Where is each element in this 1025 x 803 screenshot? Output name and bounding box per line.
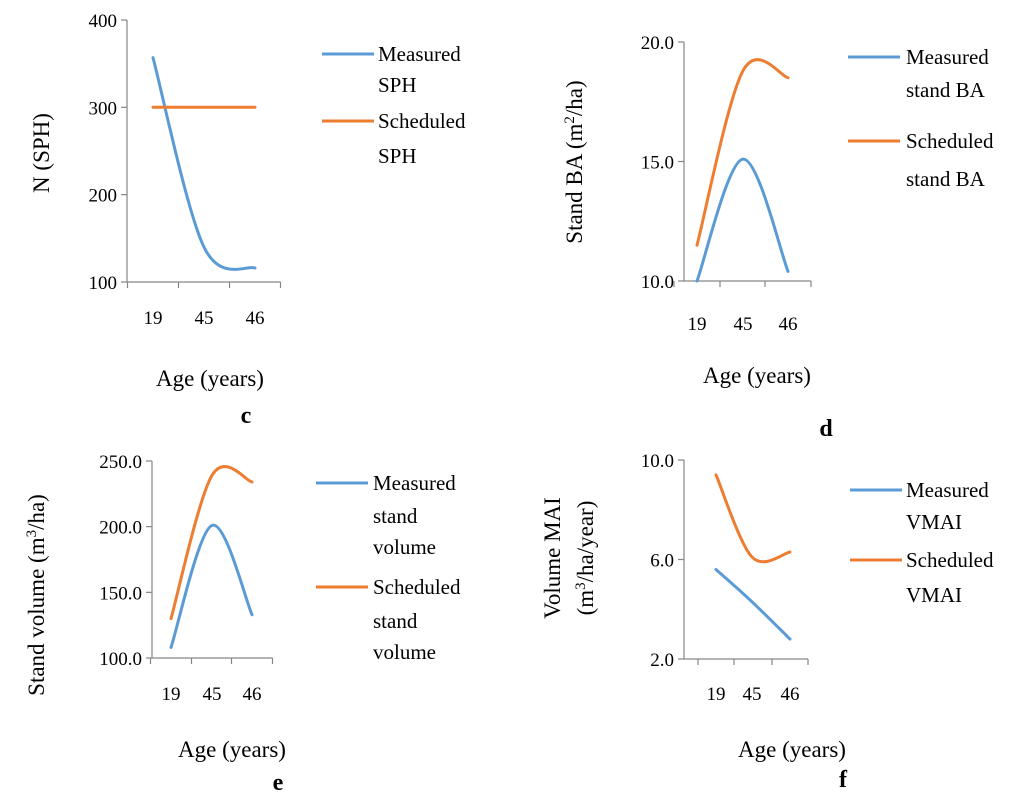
- series-line-1-0: [697, 159, 788, 281]
- y-tick-label-1-2: 20.0: [641, 33, 674, 54]
- panel-label-e: e: [273, 770, 284, 796]
- x-axis-title-3: Age (years): [738, 737, 846, 762]
- series-line-3-0: [716, 570, 790, 640]
- x-tick-label-3-2: 46: [781, 684, 800, 705]
- legend-label-3-0-0: Measured: [906, 478, 989, 502]
- y-tick-label-3-1: 6.0: [650, 551, 674, 572]
- legend-label-2-0-1: stand: [373, 504, 418, 528]
- y-axis-title-3-line-0: Volume MAI: [540, 497, 565, 619]
- y-axis-title-2: Stand volume (m3/ha): [24, 494, 49, 696]
- y-tick-label-0-3: 400: [89, 11, 118, 32]
- x-tick-label-0-1: 45: [195, 308, 214, 329]
- x-tick-label-0-2: 46: [246, 308, 265, 329]
- y-tick-label-1-1: 15.0: [641, 153, 674, 174]
- x-tick-label-1-1: 45: [734, 314, 753, 335]
- series-line-0-0: [153, 58, 255, 270]
- legend-label-1-0-0: Measured: [906, 45, 989, 69]
- legend-label-3-1-1: VMAI: [906, 583, 962, 607]
- legend-label-1-0-1: stand BA: [906, 78, 986, 102]
- y-tick-label-0-1: 200: [89, 186, 118, 207]
- y-tick-label-2-0: 100.0: [99, 649, 142, 670]
- y-tick-label-0-2: 300: [89, 98, 118, 119]
- y-tick-label-3-0: 2.0: [650, 650, 674, 671]
- legend-label-3-1-0: Scheduled: [906, 548, 994, 572]
- series-line-3-1: [716, 475, 790, 562]
- y-tick-label-1-0: 10.0: [641, 272, 674, 293]
- x-axis-title-2: Age (years): [178, 737, 286, 762]
- legend-label-2-1-1: stand: [373, 609, 418, 633]
- legend-label-0-0-1: SPH: [378, 73, 417, 97]
- legend-label-3-0-1: VMAI: [906, 510, 962, 534]
- x-tick-label-2-1: 45: [203, 684, 222, 705]
- y-axis-title-3-line-1: (m3/ha/year): [573, 501, 598, 616]
- legend-label-0-0-0: Measured: [378, 42, 461, 66]
- panel-label-c: c: [241, 403, 252, 429]
- legend-label-1-1-0: Scheduled: [906, 129, 994, 153]
- series-line-2-1: [171, 467, 252, 619]
- series-line-1-1: [697, 60, 788, 246]
- legend-label-2-0-0: Measured: [373, 471, 456, 495]
- legend-label-2-1-0: Scheduled: [373, 575, 461, 599]
- x-tick-label-2-2: 46: [243, 684, 262, 705]
- y-tick-label-2-1: 150.0: [99, 583, 142, 604]
- legend-label-2-0-2: volume: [373, 535, 436, 559]
- legend-label-2-1-2: volume: [373, 640, 436, 664]
- legend-label-1-1-1: stand BA: [906, 167, 986, 191]
- legend-label-0-1-1: SPH: [378, 144, 417, 168]
- series-line-2-0: [171, 525, 252, 647]
- x-axis-title-0: Age (years): [156, 366, 264, 391]
- x-tick-label-1-0: 19: [688, 314, 707, 335]
- panel-label-f: f: [839, 767, 848, 793]
- y-tick-label-0-0: 100: [89, 273, 118, 294]
- x-axis-title-1: Age (years): [703, 363, 811, 388]
- y-tick-label-3-2: 10.0: [641, 451, 674, 472]
- y-axis-title-1: Stand BA (m2/ha): [562, 80, 587, 243]
- y-tick-label-2-3: 250.0: [99, 452, 142, 473]
- y-tick-label-2-2: 200.0: [99, 518, 142, 539]
- x-tick-label-2-0: 19: [162, 684, 181, 705]
- legend-label-0-1-0: Scheduled: [378, 109, 466, 133]
- y-axis-title-0: N (SPH): [29, 113, 54, 193]
- x-tick-label-3-1: 45: [743, 684, 762, 705]
- x-tick-label-1-2: 46: [779, 314, 798, 335]
- panel-label-d: d: [819, 416, 833, 442]
- x-tick-label-3-0: 19: [707, 684, 726, 705]
- x-tick-label-0-0: 19: [144, 308, 163, 329]
